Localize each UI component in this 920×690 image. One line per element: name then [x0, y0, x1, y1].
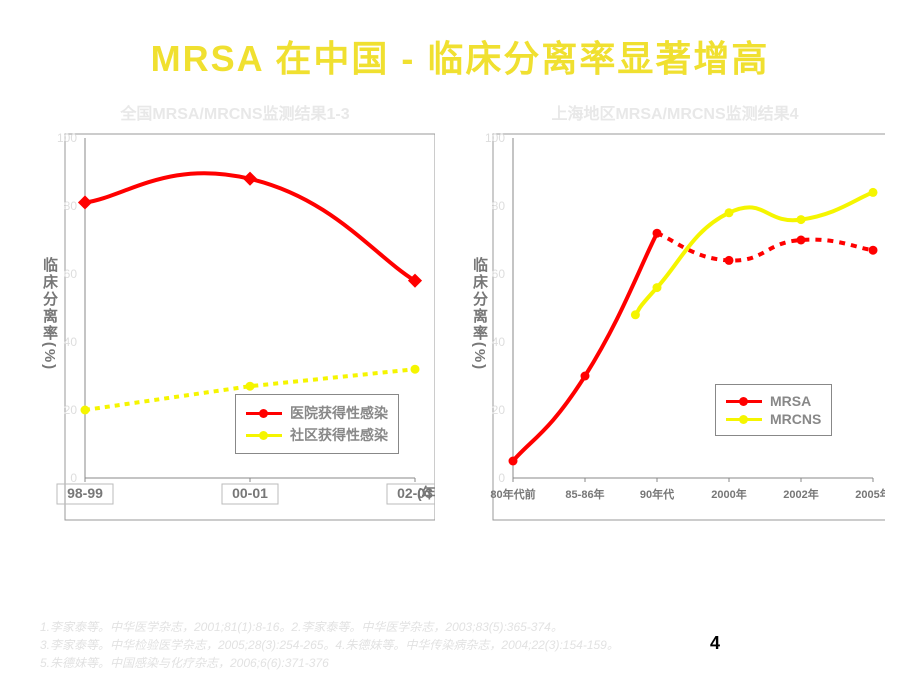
- svg-text:2005年: 2005年: [855, 487, 885, 501]
- svg-text:98-99: 98-99: [67, 485, 103, 501]
- reference-line: 5.朱德妹等。中国感染与化疗杂志，2006;6(6):371-376: [40, 654, 880, 672]
- svg-text:2002年: 2002年: [783, 487, 818, 501]
- title-rest: 在中国 - 临床分离率显著增高: [263, 38, 769, 79]
- legend-row: MRSA: [726, 393, 821, 409]
- legend-swatch: [726, 418, 762, 421]
- references: 1.李家泰等。中华医学杂志，2001;81(1):8-16。2.李家泰等。中华医…: [40, 618, 880, 672]
- svg-text:80年代前: 80年代前: [490, 487, 535, 501]
- left-ylabel: 临床分离率(%): [39, 257, 60, 371]
- svg-text:40: 40: [64, 335, 78, 349]
- page-number: 4: [710, 633, 720, 654]
- right-chart-block: 上海地区MRSA/MRCNS监测结果4 临床分离率(%) 0 20 40 60 80 10…: [465, 100, 885, 528]
- legend-swatch: [246, 434, 282, 437]
- svg-text:(年): (年): [417, 485, 435, 501]
- legend-row: 医院获得性感染: [246, 403, 388, 423]
- svg-text:80: 80: [64, 199, 78, 213]
- right-ylabel: 临床分离率(%): [469, 257, 490, 371]
- svg-text:0: 0: [498, 471, 505, 485]
- left-legend: 医院获得性感染社区获得性感染: [235, 394, 399, 454]
- svg-text:60: 60: [492, 267, 506, 281]
- legend-swatch: [246, 412, 282, 415]
- main-title: MRSA 在中国 - 临床分离率显著增高: [0, 0, 920, 82]
- legend-label: 社区获得性感染: [290, 425, 388, 445]
- legend-swatch: [726, 400, 762, 403]
- legend-label: MRCNS: [770, 411, 821, 427]
- left-chart-block: 全国MRSA/MRCNS监测结果1-3 临床分离率(%) 0 20 40 60 80 10…: [35, 100, 435, 528]
- legend-row: MRCNS: [726, 411, 821, 427]
- svg-text:100: 100: [485, 131, 505, 145]
- svg-text:90年代: 90年代: [640, 487, 674, 501]
- right-chart-svg: 0 20 40 60 80 100 80年代前 85-86年 90年代 2000年 2002年 200…: [465, 128, 885, 528]
- left-subtitle: 全国MRSA/MRCNS监测结果1-3: [35, 100, 435, 124]
- legend-label: 医院获得性感染: [290, 403, 388, 423]
- svg-text:20: 20: [492, 403, 506, 417]
- svg-text:80: 80: [492, 199, 506, 213]
- legend-label: MRSA: [770, 393, 811, 409]
- right-subtitle: 上海地区MRSA/MRCNS监测结果4: [465, 100, 885, 124]
- svg-text:100: 100: [57, 131, 77, 145]
- svg-text:85-86年: 85-86年: [565, 487, 604, 501]
- right-legend: MRSA MRCNS: [715, 384, 832, 436]
- title-prefix: MRSA: [151, 38, 264, 79]
- reference-line: 1.李家泰等。中华医学杂志，2001;81(1):8-16。2.李家泰等。中华医…: [40, 618, 880, 636]
- svg-text:0: 0: [70, 471, 77, 485]
- svg-text:20: 20: [64, 403, 78, 417]
- svg-text:2000年: 2000年: [711, 487, 746, 501]
- left-chart-svg: 02040608010098-9900-0102-03(年): [35, 128, 435, 528]
- svg-text:40: 40: [492, 335, 506, 349]
- svg-text:60: 60: [64, 267, 78, 281]
- reference-line: 3.李家泰等。中华检验医学杂志，2005;28(3):254-265。4.朱德妹…: [40, 636, 880, 654]
- svg-text:00-01: 00-01: [232, 485, 268, 501]
- legend-row: 社区获得性感染: [246, 425, 388, 445]
